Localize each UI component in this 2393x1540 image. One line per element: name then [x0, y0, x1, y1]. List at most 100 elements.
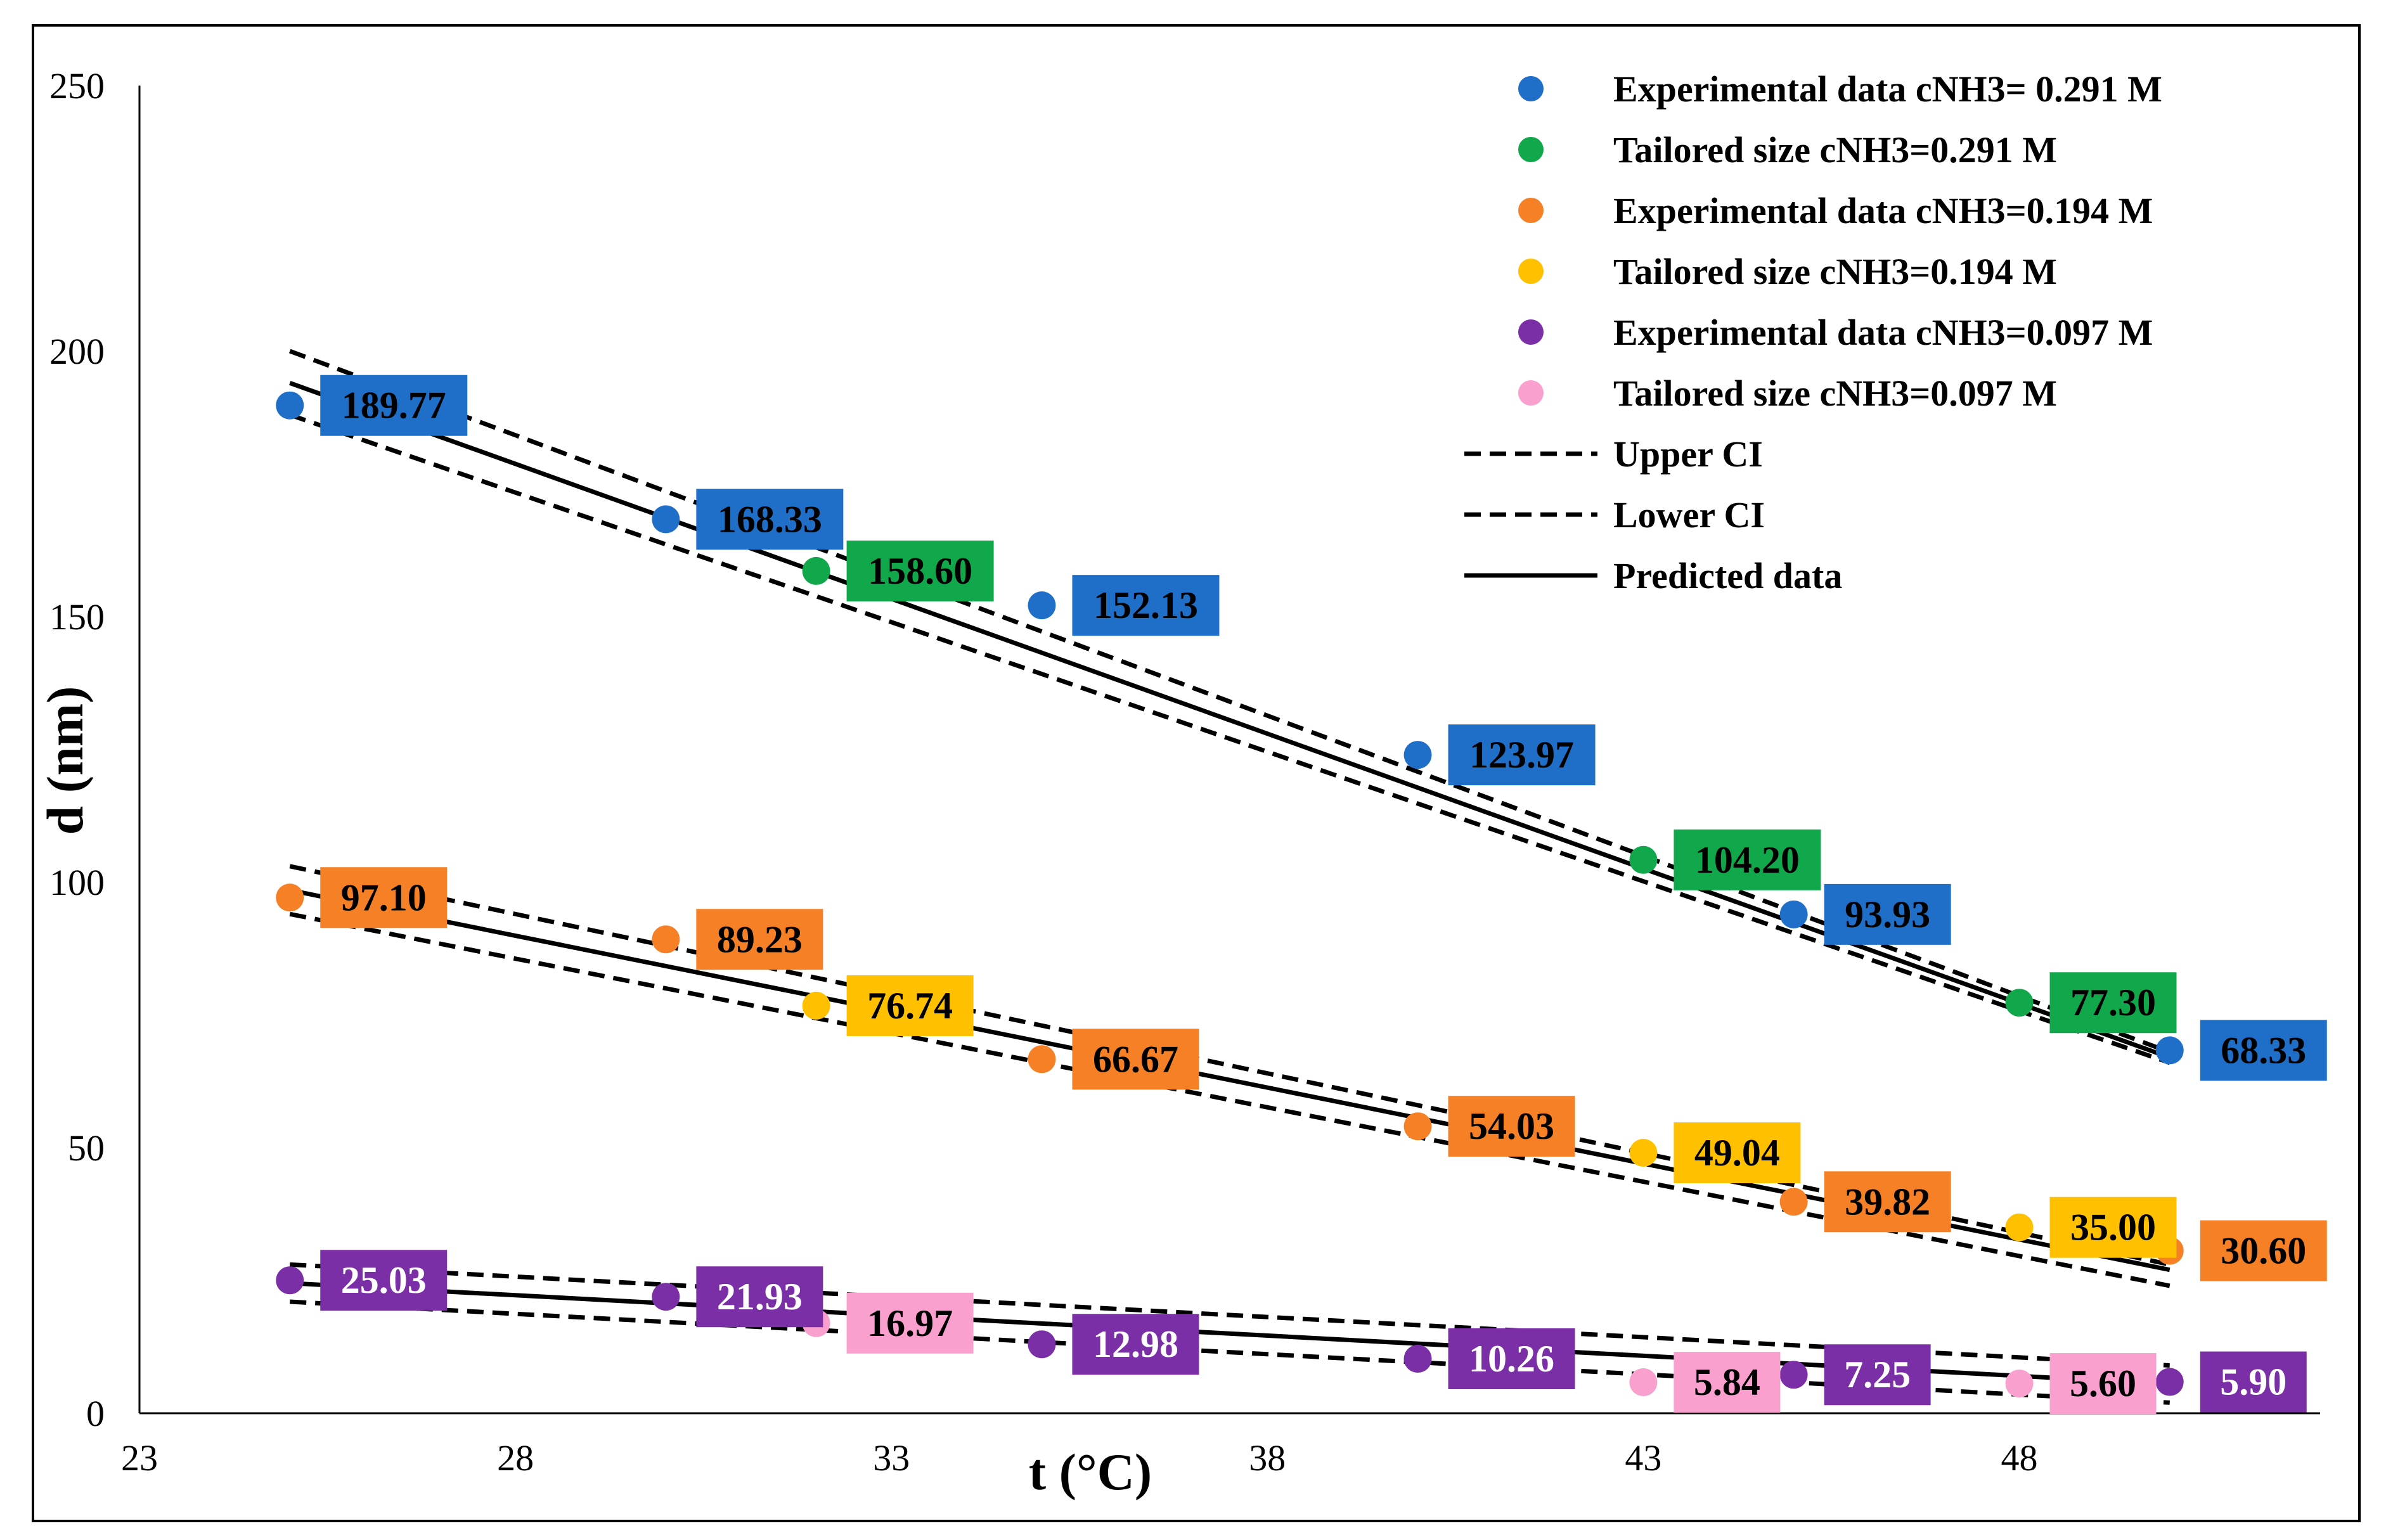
predicted-data-line [289, 380, 2170, 1060]
data-label-text: 12.98 [1093, 1323, 1178, 1365]
legend-marker [1518, 137, 1544, 162]
data-label-text: 21.93 [717, 1276, 803, 1318]
data-label-box [2049, 1353, 2157, 1415]
x-tick-label: 33 [873, 1437, 910, 1479]
data-label-box [1448, 1328, 1575, 1390]
data-point [1028, 1330, 1056, 1359]
data-label-text: 77.30 [2070, 982, 2156, 1023]
data-label: 158.60 [846, 540, 994, 601]
data-label-text: 5.90 [2220, 1361, 2287, 1403]
data-label-text: 68.33 [2221, 1029, 2306, 1071]
x-axis-title: t (°C) [1029, 1443, 1152, 1501]
data-label-box [2049, 972, 2177, 1034]
data-label-box [1674, 829, 1821, 890]
data-label-box [1448, 724, 1596, 786]
data-point [802, 991, 830, 1020]
data-label-text: 93.93 [1845, 894, 1930, 935]
data-label: 12.98 [1072, 1314, 1199, 1375]
data-label: 89.23 [696, 909, 823, 970]
legend-marker [1518, 319, 1544, 345]
lower-ci-0-194-line [289, 911, 2170, 1288]
legend-entry: Tailored size cNH3=0.097 M [1613, 373, 2057, 414]
data-label-box [1674, 1352, 1781, 1413]
data-label-text: 168.33 [718, 498, 822, 540]
data-label-text: 30.60 [2221, 1230, 2306, 1272]
data-label: 5.90 [2200, 1351, 2307, 1413]
data-label: 35.00 [2049, 1197, 2177, 1258]
data-label-box [2200, 1351, 2307, 1413]
data-label-box [1674, 1122, 1801, 1184]
data-label-text: 5.60 [2070, 1363, 2136, 1404]
data-label-text: 158.60 [868, 550, 972, 592]
data-point [1629, 845, 1658, 874]
data-label: 93.93 [1824, 883, 1951, 945]
data-label: 7.25 [1824, 1344, 1931, 1406]
data-point [1028, 1045, 1056, 1074]
data-label: 21.93 [696, 1266, 823, 1328]
legend-entry: Upper CI [1613, 433, 1763, 475]
data-label-text: 76.74 [867, 985, 953, 1027]
data-point [2005, 1370, 2034, 1398]
data-label-box [2049, 1197, 2177, 1258]
data-point [1629, 1368, 1658, 1397]
x-tick-label: 38 [1249, 1437, 1286, 1479]
data-label: 5.84 [1674, 1352, 1781, 1413]
legend-marker [1518, 259, 1544, 284]
data-label-text: 89.23 [717, 918, 803, 960]
data-label-box [2200, 1220, 2327, 1281]
legend-entry: Predicted data [1613, 555, 1842, 596]
y-tick-label: 0 [86, 1393, 105, 1434]
upper-ci-0-097-line [290, 1262, 2170, 1368]
tick-labels: 23 28 33 38 43 48 0 50 100 150 200 250 [49, 65, 2038, 1479]
data-label-text: 66.67 [1093, 1038, 1178, 1080]
data-label-text: 104.20 [1695, 839, 1800, 881]
data-label-box [1824, 883, 1951, 945]
data-label: 68.33 [2200, 1020, 2327, 1081]
data-label: 77.30 [2049, 972, 2177, 1034]
data-point [1403, 741, 1432, 769]
data-label-box [320, 1250, 448, 1311]
data-point [276, 883, 304, 912]
data-label-text: 97.10 [341, 876, 427, 918]
data-label: 168.33 [696, 489, 844, 550]
legend-entry: Experimental data cNH3= 0.291 M [1613, 68, 2162, 110]
data-label-box [1072, 1029, 1199, 1090]
lower-ci-line [289, 413, 2170, 1065]
legend-entry: Lower CI [1613, 494, 1765, 536]
data-label: 5.60 [2049, 1353, 2157, 1415]
data-label-box [846, 975, 974, 1036]
data-label: 66.67 [1072, 1029, 1199, 1090]
data-label: 97.10 [320, 867, 448, 928]
data-point [1779, 1361, 1808, 1389]
data-point [1779, 1188, 1808, 1216]
data-label: 104.20 [1674, 829, 1821, 890]
data-point [652, 1283, 680, 1311]
data-label-text: 16.97 [867, 1302, 953, 1344]
data-label-text: 49.04 [1694, 1132, 1780, 1174]
data-point [2155, 1036, 2184, 1065]
data-label-text: 7.25 [1844, 1354, 1911, 1396]
data-label-box [846, 1292, 974, 1354]
legend-entry: Tailored size cNH3=0.291 M [1613, 129, 2057, 170]
y-tick-label: 200 [49, 331, 105, 372]
data-point [652, 505, 680, 534]
data-point [1403, 1345, 1432, 1373]
data-labels: 189.77 168.33 152.13 123.97 93.93 68.33 158.60… [320, 375, 2327, 1415]
data-label-box [1072, 1314, 1199, 1375]
data-point [1629, 1139, 1658, 1167]
y-tick-label: 100 [49, 862, 105, 903]
legend-entry: Experimental data cNH3=0.097 M [1613, 312, 2153, 353]
data-label-box [1824, 1344, 1931, 1406]
data-label-text: 10.26 [1469, 1338, 1554, 1380]
data-label: 49.04 [1674, 1122, 1801, 1184]
data-point [2155, 1368, 2184, 1396]
data-label: 16.97 [846, 1292, 974, 1354]
data-label-box [1448, 1096, 1575, 1157]
data-point [1028, 591, 1056, 620]
data-label-box [1824, 1171, 1951, 1233]
data-label-text: 5.84 [1694, 1361, 1760, 1403]
data-label: 76.74 [846, 975, 974, 1036]
data-point [2005, 1213, 2034, 1242]
data-point [1779, 900, 1808, 928]
y-tick-label: 250 [49, 65, 105, 106]
